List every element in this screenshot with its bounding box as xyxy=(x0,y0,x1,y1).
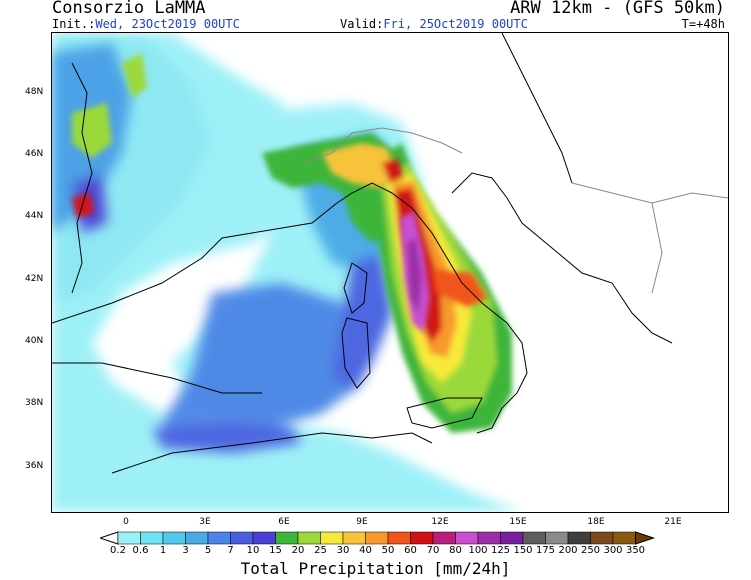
lon-label: 15E xyxy=(509,517,527,527)
scale-swatch xyxy=(162,531,186,545)
scale-level-label: 25 xyxy=(314,545,327,556)
precip-maximum xyxy=(400,211,430,333)
scale-level-label: 40 xyxy=(359,545,372,556)
lat-label: 38N xyxy=(25,398,44,408)
map-canvas xyxy=(52,33,728,512)
scale-swatch xyxy=(320,531,344,545)
lat-label: 48N xyxy=(25,87,44,97)
scale-level-label: 60 xyxy=(404,545,417,556)
scale-min-arrow xyxy=(100,531,119,545)
scale-swatch xyxy=(297,531,321,545)
scale-swatch xyxy=(185,531,209,545)
lon-label: 21E xyxy=(664,517,682,527)
scale-swatch xyxy=(117,531,141,545)
valid-label: Valid: xyxy=(340,17,384,31)
lat-label: 44N xyxy=(25,211,44,221)
scale-swatch xyxy=(590,531,614,545)
forecast-timestep: T=+48h xyxy=(681,17,725,31)
scale-level-label: 1 xyxy=(159,545,167,556)
lon-label: 9E xyxy=(356,517,368,527)
scale-level-label: 5 xyxy=(204,545,212,556)
scale-level-label: 10 xyxy=(246,545,260,556)
lon-label: 3E xyxy=(199,517,211,527)
scale-swatch xyxy=(567,531,591,545)
scale-level-label: 125 xyxy=(490,545,511,556)
scale-swatch xyxy=(365,531,389,545)
lat-label: 42N xyxy=(25,274,44,284)
scale-swatch xyxy=(500,531,524,545)
scale-swatch xyxy=(387,531,411,545)
scale-level-label: 100 xyxy=(468,545,488,556)
scale-swatch xyxy=(342,531,366,545)
scale-swatch xyxy=(230,531,254,545)
scale-level-label: 150 xyxy=(513,545,533,556)
scale-level-label: 300 xyxy=(603,545,623,556)
lon-label: 0 xyxy=(123,517,129,527)
lat-label: 46N xyxy=(25,149,44,159)
init-value: Wed, 23Oct2019 00UTC xyxy=(95,17,240,31)
scale-level-label: 70 xyxy=(426,545,440,556)
scale-max-arrow xyxy=(635,531,656,545)
scale-swatch xyxy=(410,531,434,545)
scale-level-label: 250 xyxy=(580,545,601,556)
scale-level-label: 0.2 xyxy=(110,545,126,556)
organization-title: Consorzio LaMMA xyxy=(52,0,206,18)
scale-level-label: 50 xyxy=(381,545,395,556)
coastlines xyxy=(52,33,673,474)
scale-swatch xyxy=(252,531,276,545)
lon-label: 12E xyxy=(431,517,449,527)
model-title: ARW 12km - (GFS 50km) xyxy=(510,0,725,18)
scale-level-label: 7 xyxy=(227,545,234,556)
scale-level-label: 80 xyxy=(449,545,462,556)
scale-level-label: 0.6 xyxy=(132,545,149,556)
scale-level-label: 20 xyxy=(291,545,305,556)
scale-swatch xyxy=(545,531,569,545)
scale-swatch xyxy=(432,531,456,545)
legend-title: Total Precipitation [mm/24h] xyxy=(240,559,511,578)
scale-level-label: 200 xyxy=(558,545,578,556)
scale-swatch xyxy=(477,531,501,545)
valid-time: Valid:Fri, 25Oct2019 00UTC xyxy=(340,17,528,31)
scale-swatch xyxy=(207,531,231,545)
valid-value: Fri, 25Oct2019 00UTC xyxy=(383,17,528,31)
color-scale-bar xyxy=(100,531,656,545)
init-time: Init.:Wed, 23Oct2019 00UTC xyxy=(52,17,240,31)
init-label: Init.: xyxy=(52,17,96,31)
scale-swatch xyxy=(140,531,164,545)
scale-level-label: 175 xyxy=(535,545,556,556)
lon-label: 6E xyxy=(278,517,290,527)
lon-label: 18E xyxy=(587,517,605,527)
scale-swatch xyxy=(455,531,479,545)
scale-swatch xyxy=(522,531,546,545)
scale-level-label: 30 xyxy=(336,545,350,556)
lat-label: 40N xyxy=(25,336,44,346)
country-borders xyxy=(301,127,728,294)
scale-swatch xyxy=(612,531,636,545)
precipitation-map xyxy=(51,32,729,513)
scale-level-label: 3 xyxy=(182,545,189,556)
scale-swatch xyxy=(275,531,299,545)
scale-level-label: 350 xyxy=(625,545,646,556)
scale-level-label: 15 xyxy=(269,545,282,556)
lat-label: 36N xyxy=(25,461,44,471)
